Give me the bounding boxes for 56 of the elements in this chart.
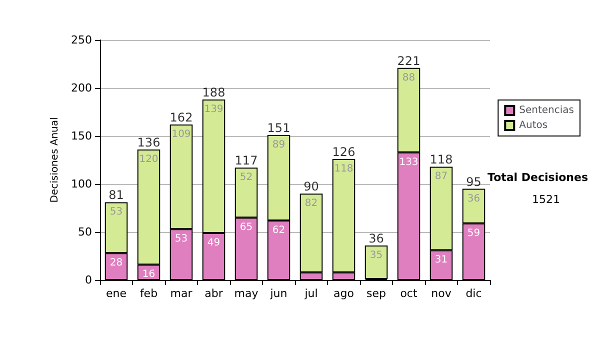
x-tick-label: may (234, 287, 259, 300)
total-label: 136 (137, 135, 160, 150)
y-tick-label: 50 (78, 226, 92, 238)
data-label: 16 (142, 269, 156, 280)
legend-label: Autos (519, 120, 548, 131)
legend-label: Sentencias (519, 105, 574, 116)
data-label: 49 (207, 237, 220, 248)
text: 1521 (532, 193, 560, 206)
x-tick-label: nov (431, 287, 452, 300)
y-axis-title: Decisiones Anual (50, 117, 61, 203)
x-tick-label: abr (204, 287, 224, 300)
data-label: 31 (434, 254, 448, 266)
x-tick-label: jun (269, 287, 288, 300)
total-label: 95 (466, 174, 482, 189)
data-label: 118 (334, 164, 354, 175)
total-label: 90 (304, 180, 319, 194)
x-tick-label: feb (140, 287, 158, 300)
total-label: 151 (267, 121, 290, 136)
total-label: 36 (368, 231, 384, 246)
data-label: 82 (304, 198, 318, 210)
total-label: 81 (108, 188, 124, 202)
total-label: 162 (170, 110, 193, 124)
y-tick-label: 200 (71, 82, 92, 94)
data-label: 88 (402, 72, 416, 84)
data-label: 36 (467, 193, 480, 204)
total-label: 117 (234, 154, 258, 168)
data-label: 133 (399, 156, 418, 168)
y-tick-label: 150 (71, 130, 92, 142)
data-label: 87 (434, 171, 448, 182)
x-tick-label: ago (334, 287, 354, 300)
data-label: 53 (110, 206, 123, 218)
data-label: 62 (272, 224, 286, 236)
data-label: 89 (272, 140, 286, 151)
data-label: 139 (204, 104, 224, 116)
data-label: 120 (139, 154, 158, 165)
total-label: 118 (430, 152, 453, 167)
y-tick-label: 0 (85, 274, 92, 286)
data-label: 28 (110, 258, 123, 269)
data-label: 65 (240, 222, 253, 234)
total-label: 221 (397, 54, 420, 68)
x-tick-label: oct (400, 287, 418, 300)
x-tick-label: ene (106, 287, 127, 300)
data-label: 35 (370, 250, 383, 261)
y-tick-label: 250 (71, 34, 92, 46)
data-label: 59 (467, 228, 480, 239)
x-tick-label: sep (366, 287, 386, 300)
x-tick-label: jul (304, 287, 318, 300)
x-tick-label: mar (170, 287, 193, 300)
data-label: 53 (174, 234, 188, 245)
total-label: 126 (332, 145, 356, 160)
data-label: 52 (240, 172, 253, 184)
data-label: 109 (172, 128, 191, 140)
total-label: 188 (202, 86, 226, 100)
x-tick-label: dic (466, 287, 482, 300)
y-tick-label: 100 (71, 178, 92, 190)
annotation: Total Decisiones (488, 171, 588, 184)
